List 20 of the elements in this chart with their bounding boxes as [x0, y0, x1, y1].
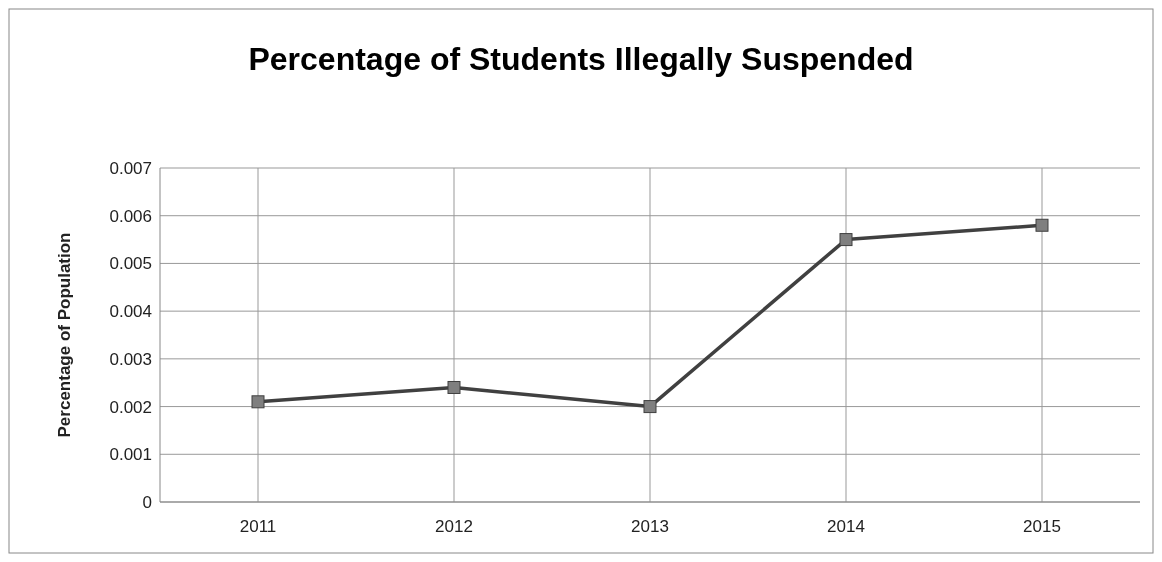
point — [1035, 218, 1049, 232]
chart-title: Percentage of Students Illegally Suspended — [248, 41, 914, 77]
y-axis-title: Percentage of Population — [55, 232, 74, 438]
y-tick-label: 0.001 — [109, 445, 152, 465]
point — [251, 395, 265, 409]
x-tick-label: 2012 — [435, 517, 473, 536]
point — [839, 233, 853, 247]
point — [447, 380, 461, 394]
x-tick-label: 2015 — [1023, 517, 1061, 536]
x-tick-label: 2013 — [631, 517, 669, 536]
point — [643, 400, 657, 414]
y-tick-label: 0.006 — [109, 206, 152, 226]
x-tick-label: 2014 — [827, 517, 865, 536]
x-tick-label: 2011 — [239, 517, 277, 536]
y-tick-label: 0.003 — [109, 349, 152, 369]
y-tick-label: 0.005 — [109, 254, 152, 274]
y-tick-label: 0 — [142, 492, 152, 512]
y-tick-label: 0.007 — [109, 158, 152, 178]
y-tick-label: 0.002 — [109, 397, 152, 417]
y-tick-label: 0.004 — [109, 302, 152, 322]
